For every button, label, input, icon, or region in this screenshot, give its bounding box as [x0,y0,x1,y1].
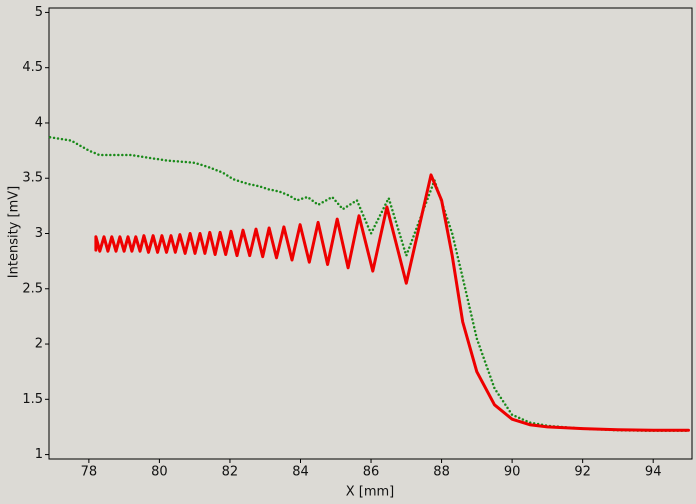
y-axis-label: Intensity [mV] [7,186,22,278]
x-tick-label: 90 [504,465,521,480]
x-tick-label: 86 [363,465,380,480]
y-tick-label: 1.5 [22,392,43,407]
x-tick-label: 78 [81,465,98,480]
x-tick-label: 82 [222,465,239,480]
x-axis-label: X [mm] [346,485,395,500]
y-tick-label: 4.5 [22,60,43,75]
y-tick-label: 3 [35,226,43,241]
x-tick-label: 92 [574,465,591,480]
x-tick-label: 84 [292,465,309,480]
x-tick-label: 88 [433,465,450,480]
y-tick-label: 2.5 [22,281,43,296]
y-tick-label: 2 [35,337,43,352]
y-tick-label: 4 [35,115,43,130]
x-tick-label: 80 [151,465,168,480]
y-tick-label: 1 [35,447,43,462]
y-tick-label: 5 [35,5,43,20]
x-tick-label: 94 [645,465,662,480]
series-line [94,173,690,432]
y-tick-label: 3.5 [22,171,43,186]
